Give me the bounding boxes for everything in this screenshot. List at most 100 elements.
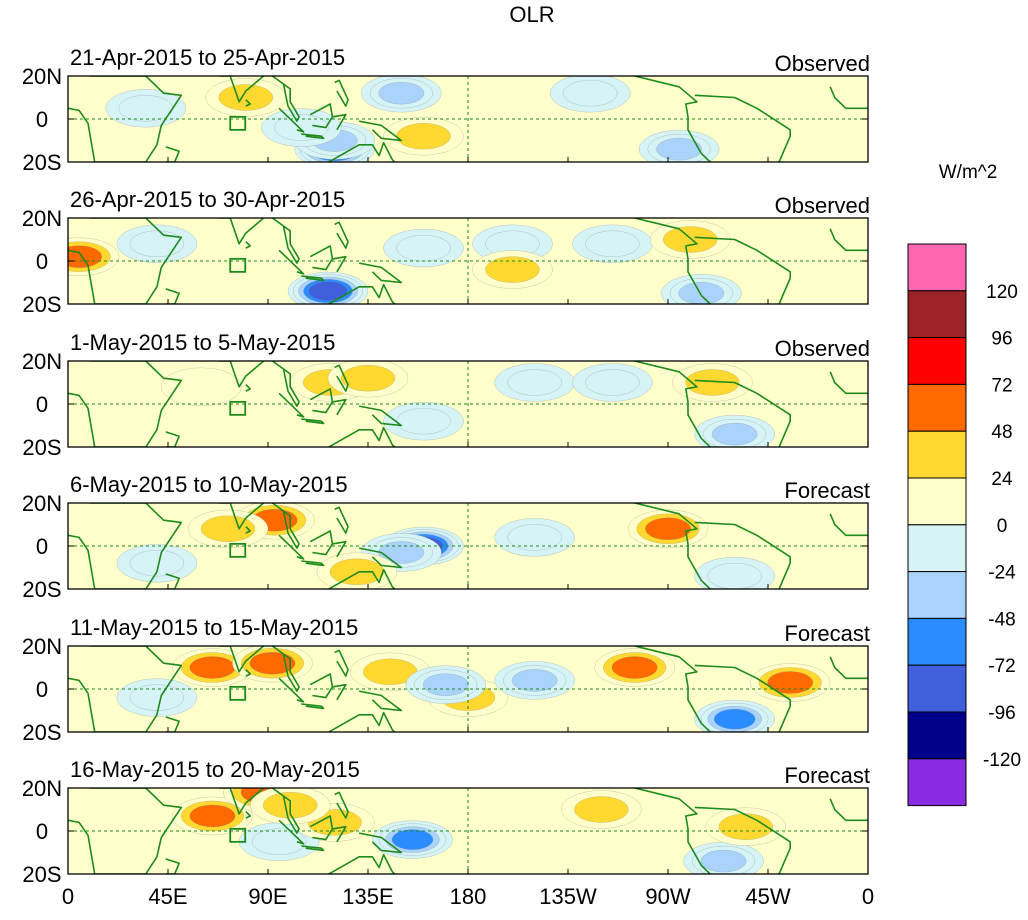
coastline <box>301 275 325 282</box>
coastline <box>634 76 711 162</box>
anomaly-blob <box>572 363 653 402</box>
coastline <box>334 649 349 677</box>
coastline <box>271 788 300 834</box>
panel-group: 20N 0 20S 21-Apr-2015 to 25-Apr-2015 Observe… <box>22 45 870 887</box>
coastline <box>694 236 791 304</box>
x-tick-label: 135W <box>539 884 597 909</box>
anomaly-contour <box>200 515 256 542</box>
coastline <box>219 646 265 673</box>
coastline <box>634 788 711 874</box>
anomaly-blob <box>116 678 198 717</box>
coastline <box>165 573 180 589</box>
anomaly-blob <box>287 271 369 304</box>
colorbar-swatch <box>907 711 967 760</box>
anomaly-blob <box>383 402 464 441</box>
anomaly-contour <box>129 230 185 257</box>
y-tick-label: 20S <box>22 577 61 602</box>
colorbar-swatch <box>907 290 967 339</box>
coastline <box>245 99 251 107</box>
y-tick-label: 20S <box>22 720 61 745</box>
coastline <box>301 418 325 425</box>
coastline <box>278 107 305 133</box>
y-tick-label: 0 <box>36 392 48 417</box>
coastline <box>694 379 791 447</box>
colorbar-swatch <box>907 477 967 526</box>
panel-2: 20N 0 20S 26-Apr-2015 to 30-Apr-2015 Observe… <box>22 187 870 317</box>
coastline <box>165 716 180 732</box>
coastline <box>694 664 791 732</box>
panel-period-label: 21-Apr-2015 to 25-Apr-2015 <box>70 45 345 70</box>
anomaly-blob <box>361 76 442 113</box>
coastline <box>219 218 265 245</box>
anomaly-contour <box>507 369 562 396</box>
anomaly-contour <box>329 558 385 585</box>
coastline <box>334 791 349 819</box>
y-tick-label: 20S <box>22 862 61 887</box>
coastline <box>165 288 180 304</box>
colorbar-level-label: -24 <box>988 563 1016 584</box>
anomaly-contour <box>396 234 451 262</box>
colorbar-swatch <box>907 617 967 666</box>
coastline <box>829 513 868 537</box>
coastline <box>358 547 403 569</box>
coastline <box>694 806 791 874</box>
coastline <box>334 506 349 534</box>
region-box <box>229 542 247 558</box>
y-tick-label: 20N <box>22 349 62 374</box>
x-tick-label: 0 <box>862 884 874 909</box>
colorbar-swatch <box>907 664 967 713</box>
anomaly-blob <box>661 274 742 304</box>
coastline <box>829 228 868 252</box>
region-box <box>229 827 247 843</box>
anomaly-field <box>116 503 775 589</box>
anomaly-blob <box>672 363 753 402</box>
anomaly-blob <box>327 361 409 398</box>
coastline <box>358 832 403 854</box>
anomaly-contour <box>161 367 242 406</box>
anomaly-contour <box>189 656 236 679</box>
coastline <box>829 798 868 822</box>
anomaly-blob <box>705 807 786 846</box>
coastline <box>332 398 347 416</box>
anomaly-field <box>116 646 831 732</box>
coastline <box>278 392 305 418</box>
coastline <box>332 255 347 273</box>
coastline <box>332 683 347 701</box>
anomaly-blob <box>372 820 453 859</box>
panel-status-label: Forecast <box>784 763 870 788</box>
y-tick-label: 20N <box>22 491 62 516</box>
anomaly-contour <box>574 796 629 823</box>
anomaly-blob <box>494 661 575 700</box>
anomaly-contour <box>656 137 702 161</box>
panel-period-label: 16-May-2015 to 20-May-2015 <box>70 757 360 782</box>
anomaly-contour <box>391 829 434 850</box>
coastline <box>319 426 396 447</box>
coastline <box>245 241 251 249</box>
coastline <box>271 76 300 122</box>
anomaly-contour <box>189 804 236 828</box>
coastlines <box>68 76 868 162</box>
anomaly-blob <box>238 822 320 861</box>
panel-5: 20N 0 20S 11-May-2015 to 15-May-2015 Forecas… <box>22 615 870 745</box>
anomaly-contour <box>711 422 758 446</box>
panel-period-label: 1-May-2015 to 5-May-2015 <box>70 330 335 355</box>
coastline <box>245 669 251 677</box>
anomaly-field <box>172 788 786 874</box>
y-tick-label: 0 <box>36 107 48 132</box>
coastlines <box>68 503 868 589</box>
coastline <box>301 703 325 710</box>
anomaly-contour <box>700 849 747 873</box>
coastline <box>358 690 403 712</box>
anomaly-blob <box>694 699 775 732</box>
coastline <box>319 568 396 589</box>
colorbar-level-label: 48 <box>991 422 1012 443</box>
panel-status-label: Observed <box>775 51 870 76</box>
coastline <box>319 711 396 732</box>
coastline <box>334 221 349 249</box>
coastline <box>334 364 349 392</box>
anomaly-blob <box>472 250 553 289</box>
anomaly-blob <box>161 367 242 406</box>
anomaly-contour <box>118 95 173 122</box>
x-tick-label: 90E <box>248 884 287 909</box>
